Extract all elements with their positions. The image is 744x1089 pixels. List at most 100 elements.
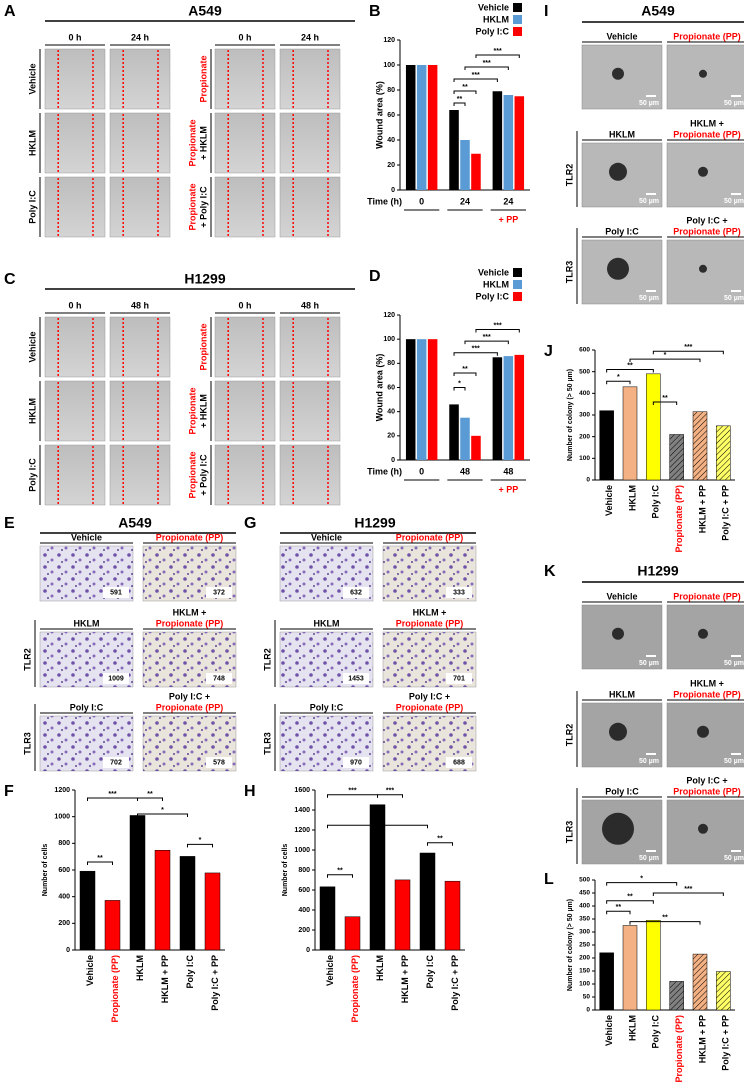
- scale-label: 50 µm: [724, 198, 744, 205]
- colony: [699, 69, 707, 78]
- x-axis-label: Time (h): [367, 466, 402, 476]
- x-tick-label: Poly I:C + PP: [721, 1015, 731, 1071]
- bar: [204, 872, 221, 951]
- y-tick-label: 800: [298, 867, 310, 874]
- y-tick-label: 800: [58, 840, 70, 847]
- wound-image: [214, 444, 276, 506]
- row-label: Vehicle: [27, 331, 37, 362]
- image-title: Propionate (PP): [673, 129, 741, 139]
- x-tick-label: Propionate (PP): [674, 1015, 684, 1083]
- x-tick-label: Poly I:C: [651, 485, 661, 519]
- wound-image: [44, 380, 106, 442]
- receptor-label: TLR3: [22, 732, 32, 755]
- row-label: + Poly I:C: [198, 186, 208, 228]
- significance-bracket: [464, 66, 509, 70]
- significance-label: **: [337, 868, 343, 875]
- panel-letter: E: [4, 515, 15, 532]
- panel-letter: C: [4, 271, 16, 288]
- significance-bracket: [87, 861, 113, 865]
- image-title: Poly I:C: [605, 786, 639, 796]
- bar: [416, 339, 427, 460]
- wound-image: [109, 176, 171, 238]
- cell-count: 688: [453, 759, 465, 766]
- bar-hatch: [669, 981, 684, 1010]
- y-axis-label: Wound area (%): [374, 354, 384, 422]
- legend-label: HKLM: [483, 14, 509, 24]
- scale-label: 50 µm: [639, 295, 659, 302]
- y-tick-label: 300: [579, 412, 590, 419]
- wound-image: [44, 48, 106, 110]
- bar: [416, 65, 427, 190]
- y-tick-label: 1400: [294, 807, 310, 814]
- significance-bracket: [453, 102, 466, 106]
- count-box: [103, 587, 129, 598]
- image-title: Poly I:C: [605, 226, 639, 236]
- count-box: [446, 587, 472, 598]
- y-tick-label: 0: [586, 477, 590, 484]
- x-tick-label: HKLM + PP: [697, 1015, 707, 1063]
- y-tick-label: 100: [383, 62, 395, 69]
- colony: [699, 264, 707, 273]
- y-tick-label: 300: [579, 929, 590, 936]
- x-tick-label: 48: [503, 466, 513, 476]
- colony-image: [666, 44, 744, 110]
- image-title: Propionate (PP): [156, 702, 224, 712]
- receptor-label: TLR3: [564, 821, 574, 844]
- y-tick-label: 80: [387, 360, 395, 367]
- y-tick-label: 1600: [294, 787, 310, 794]
- row-label: + HKLM: [198, 394, 208, 428]
- y-tick-label: 1000: [54, 814, 70, 821]
- y-tick-label: 20: [387, 433, 395, 440]
- y-tick-label: 400: [298, 907, 310, 914]
- time-header: 0 h: [68, 300, 81, 310]
- y-tick-label: 120: [383, 37, 395, 44]
- significance-bracket: [137, 797, 163, 801]
- significance-label: ***: [386, 788, 394, 795]
- y-tick-label: 200: [579, 955, 590, 962]
- x-tick-label: Poly I:C: [425, 955, 435, 989]
- significance-bracket: [606, 900, 654, 904]
- image-title: HKLM +: [690, 678, 724, 688]
- image-title: HKLM: [74, 618, 100, 628]
- y-tick-label: 1000: [294, 847, 310, 854]
- significance-label: ***: [494, 322, 502, 329]
- bar: [471, 435, 481, 460]
- wound-image: [214, 112, 276, 174]
- y-tick-label: 400: [58, 894, 70, 901]
- y-tick-label: 400: [579, 903, 590, 910]
- legend-label: Poly I:C: [475, 26, 509, 36]
- wound-image: [44, 176, 106, 238]
- legend-swatch: [513, 268, 522, 277]
- colony: [607, 257, 629, 280]
- y-tick-label: 1200: [54, 787, 70, 794]
- wound-image: [214, 176, 276, 238]
- count-box: [343, 757, 369, 768]
- panel-letter: K: [544, 563, 556, 580]
- significance-bracket: [652, 401, 678, 405]
- x-tick-label: HKLM: [627, 1015, 637, 1041]
- y-tick-label: 80: [387, 87, 395, 94]
- row-label: HKLM: [27, 398, 37, 424]
- cell-count: 591: [110, 589, 122, 596]
- x-tick-label: HKLM: [627, 485, 637, 511]
- image-title: Poly I:C +: [169, 691, 210, 701]
- time-header: 48 h: [301, 300, 319, 310]
- image-title: Propionate (PP): [396, 532, 464, 542]
- panel-letter: H: [244, 783, 256, 800]
- significance-label: ***: [348, 788, 356, 795]
- y-tick-label: 0: [66, 947, 70, 954]
- image-title: Poly I:C: [70, 702, 104, 712]
- legend-swatch: [513, 15, 522, 24]
- x-tick-label: Poly I:C + PP: [721, 485, 731, 541]
- bar: [514, 96, 525, 190]
- bar: [460, 417, 470, 460]
- count-box: [103, 757, 129, 768]
- receptor-label: TLR2: [22, 648, 32, 671]
- significance-bracket: [327, 794, 378, 798]
- image-title: Propionate (PP): [673, 689, 741, 699]
- scale-label: 50 µm: [639, 660, 659, 667]
- bar: [646, 920, 661, 1011]
- bar: [449, 110, 459, 190]
- y-tick-label: 400: [579, 390, 590, 397]
- significance-bracket: [606, 369, 654, 373]
